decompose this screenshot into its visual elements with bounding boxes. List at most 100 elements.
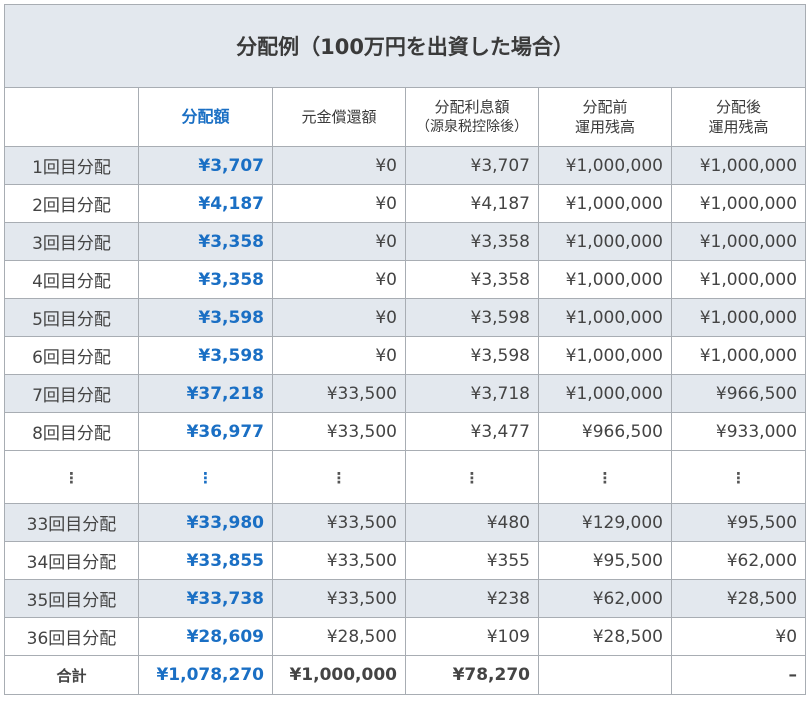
row-label: 7回目分配 (4, 374, 139, 413)
table-row: 33回目分配 ¥33,980 ¥33,500 ¥480 ¥129,000 ¥95… (4, 503, 807, 542)
row-label: 2回目分配 (4, 184, 139, 223)
table-row: 2回目分配 ¥4,187 ¥0 ¥4,187 ¥1,000,000 ¥1,000… (4, 184, 807, 223)
row-distribution: ¥37,218 (138, 374, 273, 413)
row-balance-before: ¥1,000,000 (538, 222, 672, 261)
vertical-ellipsis-icon: ⋮ (597, 468, 613, 487)
header-row: 分配額 元金償還額 分配利息額 （源泉税控除後） 分配前 運用残高 分配後 運用… (4, 87, 807, 147)
total-label: 合計 (4, 655, 139, 695)
row-label: 8回目分配 (4, 412, 139, 451)
row-principal: ¥0 (272, 260, 406, 299)
row-interest: ¥3,358 (405, 222, 539, 261)
header-before-line2: 運用残高 (574, 118, 635, 136)
header-interest: 分配利息額 （源泉税控除後） (405, 87, 539, 147)
table-row: 36回目分配 ¥28,609 ¥28,500 ¥109 ¥28,500 ¥0 (4, 617, 807, 656)
total-interest: ¥78,270 (405, 655, 539, 695)
row-balance-after: ¥1,000,000 (670, 298, 807, 337)
header-distribution: 分配額 (138, 87, 273, 147)
ellipsis-cell: ⋮ (670, 450, 807, 504)
row-interest: ¥238 (405, 579, 539, 618)
total-balance-before (538, 655, 672, 695)
header-balance-after: 分配後 運用残高 (670, 87, 807, 147)
row-principal: ¥33,500 (272, 503, 406, 542)
header-interest-line1: 分配利息額 (434, 98, 510, 116)
row-label: 36回目分配 (4, 617, 139, 656)
table-row: 8回目分配 ¥36,977 ¥33,500 ¥3,477 ¥966,500 ¥9… (4, 412, 807, 451)
row-balance-after: ¥933,000 (670, 412, 807, 451)
header-principal: 元金償還額 (272, 87, 406, 147)
row-principal: ¥33,500 (272, 412, 406, 451)
header-after-line2: 運用残高 (708, 118, 769, 136)
table-row: 1回目分配 ¥3,707 ¥0 ¥3,707 ¥1,000,000 ¥1,000… (4, 146, 807, 185)
row-principal: ¥33,500 (272, 374, 406, 413)
vertical-ellipsis-icon: ⋮ (331, 468, 347, 487)
row-interest: ¥3,358 (405, 260, 539, 299)
row-distribution: ¥28,609 (138, 617, 273, 656)
table-row: 4回目分配 ¥3,358 ¥0 ¥3,358 ¥1,000,000 ¥1,000… (4, 260, 807, 299)
table-title: 分配例（100万円を出資した場合） (3, 4, 807, 88)
row-principal: ¥33,500 (272, 541, 406, 580)
row-label: 5回目分配 (4, 298, 139, 337)
row-balance-before: ¥1,000,000 (538, 374, 672, 413)
row-interest: ¥3,598 (405, 298, 539, 337)
vertical-ellipsis-icon: ⋮ (198, 468, 213, 487)
row-distribution: ¥3,598 (138, 298, 273, 337)
table-row: 5回目分配 ¥3,598 ¥0 ¥3,598 ¥1,000,000 ¥1,000… (4, 298, 807, 337)
header-before-line1: 分配前 (582, 98, 628, 116)
row-balance-before: ¥28,500 (538, 617, 672, 656)
total-row: 合計 ¥1,078,270 ¥1,000,000 ¥78,270 – (4, 655, 807, 695)
row-distribution: ¥33,738 (138, 579, 273, 618)
row-balance-after: ¥28,500 (670, 579, 807, 618)
row-distribution: ¥33,855 (138, 541, 273, 580)
row-balance-after: ¥0 (670, 617, 807, 656)
row-interest: ¥3,598 (405, 336, 539, 375)
row-interest: ¥3,477 (405, 412, 539, 451)
row-principal: ¥0 (272, 222, 406, 261)
row-balance-before: ¥1,000,000 (538, 260, 672, 299)
table-row: 3回目分配 ¥3,358 ¥0 ¥3,358 ¥1,000,000 ¥1,000… (4, 222, 807, 261)
row-label: 6回目分配 (4, 336, 139, 375)
vertical-ellipsis-icon: ⋮ (464, 468, 480, 487)
header-after-line1: 分配後 (716, 98, 762, 116)
row-distribution: ¥33,980 (138, 503, 273, 542)
row-balance-before: ¥1,000,000 (538, 336, 672, 375)
row-interest: ¥3,718 (405, 374, 539, 413)
row-distribution: ¥3,707 (138, 146, 273, 185)
row-principal: ¥0 (272, 184, 406, 223)
row-principal: ¥0 (272, 336, 406, 375)
vertical-ellipsis-icon: ⋮ (731, 468, 747, 487)
row-distribution: ¥36,977 (138, 412, 273, 451)
total-balance-after: – (670, 655, 807, 695)
distribution-example-table-wrapper: 分配例（100万円を出資した場合） 分配額 元金償還額 分配利息額 （源泉税控除… (3, 4, 807, 695)
ellipsis-cell: ⋮ (538, 450, 672, 504)
row-distribution: ¥3,358 (138, 260, 273, 299)
ellipsis-cell: ⋮ (138, 450, 273, 504)
table-row: 6回目分配 ¥3,598 ¥0 ¥3,598 ¥1,000,000 ¥1,000… (4, 336, 807, 375)
row-interest: ¥109 (405, 617, 539, 656)
table-row: 34回目分配 ¥33,855 ¥33,500 ¥355 ¥95,500 ¥62,… (4, 541, 807, 580)
row-balance-after: ¥1,000,000 (670, 260, 807, 299)
header-balance-before: 分配前 運用残高 (538, 87, 672, 147)
row-principal: ¥33,500 (272, 579, 406, 618)
row-principal: ¥28,500 (272, 617, 406, 656)
row-label: 33回目分配 (4, 503, 139, 542)
row-balance-before: ¥62,000 (538, 579, 672, 618)
row-distribution: ¥3,598 (138, 336, 273, 375)
row-label: 3回目分配 (4, 222, 139, 261)
ellipsis-cell: ⋮ (272, 450, 406, 504)
row-interest: ¥4,187 (405, 184, 539, 223)
row-balance-after: ¥95,500 (670, 503, 807, 542)
row-interest: ¥3,707 (405, 146, 539, 185)
ellipsis-cell: ⋮ (4, 450, 139, 504)
row-balance-before: ¥1,000,000 (538, 298, 672, 337)
ellipsis-cell: ⋮ (405, 450, 539, 504)
row-balance-after: ¥1,000,000 (670, 222, 807, 261)
total-principal: ¥1,000,000 (272, 655, 406, 695)
row-balance-before: ¥1,000,000 (538, 146, 672, 185)
row-balance-before: ¥1,000,000 (538, 184, 672, 223)
total-distribution: ¥1,078,270 (138, 655, 273, 695)
header-interest-line2: （源泉税控除後） (416, 119, 528, 135)
row-balance-after: ¥1,000,000 (670, 184, 807, 223)
row-interest: ¥355 (405, 541, 539, 580)
header-label (4, 87, 139, 147)
row-label: 1回目分配 (4, 146, 139, 185)
